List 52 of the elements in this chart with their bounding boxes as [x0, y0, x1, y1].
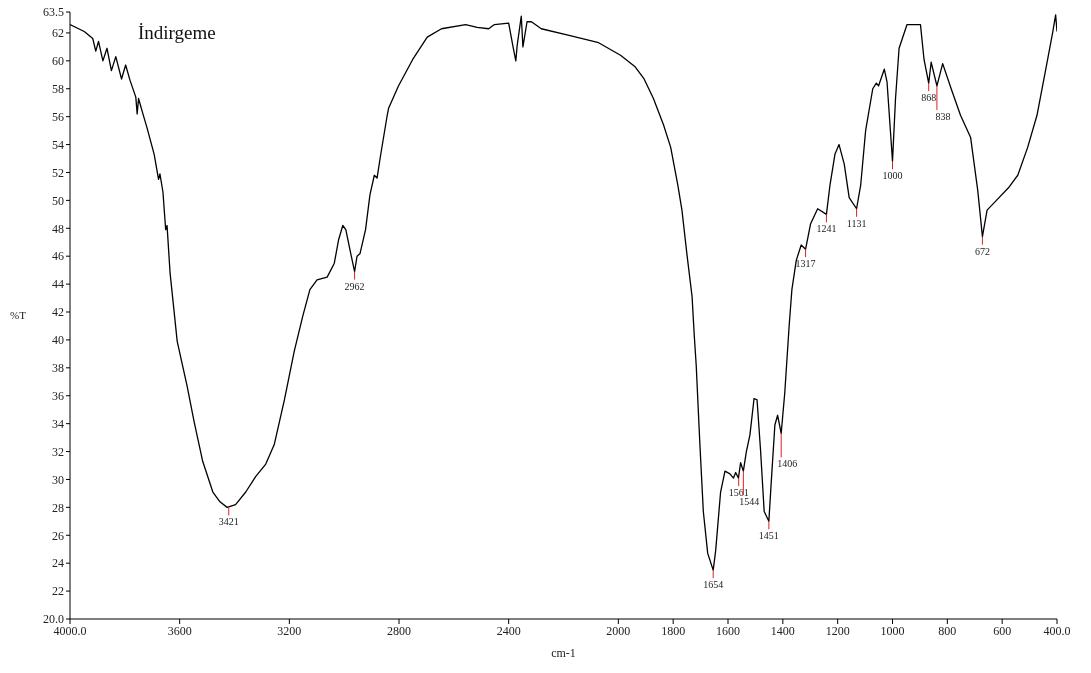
- y-tick-label: 32: [52, 444, 64, 459]
- annotation: 2962: [344, 280, 365, 292]
- y-tick-label: 46: [52, 249, 64, 264]
- annotation: 868: [921, 92, 937, 104]
- annotation: 1406: [777, 458, 798, 470]
- x-tick-label: 3200: [277, 623, 302, 638]
- y-tick-label: 52: [52, 165, 64, 180]
- y-tick-label: 58: [52, 82, 64, 97]
- y-tick-label: 40: [52, 333, 64, 348]
- annotation: 1654: [703, 579, 724, 591]
- y-tick-label: 50: [52, 193, 64, 208]
- y-tick-label: 28: [52, 500, 64, 515]
- annotation: 1561: [728, 487, 749, 499]
- y-tick-label: 60: [52, 54, 64, 69]
- annotation: 3421: [218, 516, 239, 528]
- annotation: 672: [974, 245, 990, 257]
- x-tick-label: 2400: [496, 623, 521, 638]
- x-tick-label: 2800: [387, 623, 411, 638]
- y-tick-label: 30: [52, 472, 64, 487]
- annotation: 1451: [758, 530, 779, 542]
- annotation: 838: [935, 110, 951, 122]
- y-tick-label: 36: [52, 389, 64, 403]
- x-tick-label: 800: [938, 623, 957, 638]
- y-tick-label: 24: [52, 556, 64, 571]
- x-tick-label: 600: [993, 623, 1012, 638]
- annotation: 1000: [882, 170, 903, 182]
- y-tick-label: 44: [52, 277, 64, 292]
- x-tick-label: 3600: [167, 623, 192, 638]
- y-tick-label: 26: [52, 528, 64, 543]
- x-tick-label: 1600: [716, 623, 740, 638]
- annotation: 1317: [795, 258, 816, 270]
- y-tick-label: 63.5: [43, 5, 64, 20]
- x-tick-label: 400.0: [1043, 623, 1071, 638]
- annotation: 1544: [739, 496, 760, 508]
- x-tick-label: 1400: [770, 623, 795, 638]
- annotation: 1241: [816, 223, 837, 235]
- y-tick-label: 48: [52, 221, 64, 236]
- text: İndirgeme: [138, 22, 216, 44]
- x-tick-label: 1800: [661, 623, 686, 638]
- x-tick-label: 2000: [606, 623, 631, 638]
- y-tick-label: 56: [52, 109, 64, 124]
- y-tick-label: 34: [52, 416, 64, 431]
- y-tick-label: 62: [52, 26, 64, 41]
- x-axis-title: cm-1: [551, 646, 576, 660]
- y-tick-label: 54: [52, 137, 64, 152]
- y-axis-title: %T: [10, 309, 27, 322]
- x-tick-label: 1200: [825, 623, 850, 638]
- x-tick-label: 1000: [880, 623, 905, 638]
- y-tick-label: 38: [52, 361, 64, 376]
- annotation: 1131: [846, 217, 867, 229]
- y-tick-label: 22: [52, 584, 64, 599]
- y-tick-label: 42: [52, 305, 64, 320]
